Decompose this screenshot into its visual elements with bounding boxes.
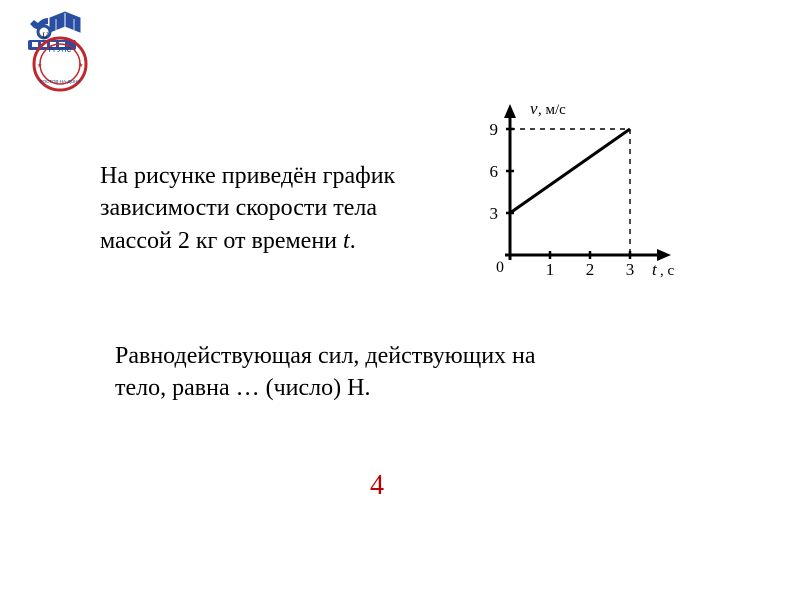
svg-text:9: 9 xyxy=(490,120,499,139)
problem-line3: массой 2 кг от времени xyxy=(100,228,337,254)
svg-text:t: t xyxy=(652,260,658,279)
svg-text:1: 1 xyxy=(546,260,555,279)
question-statement: Равнодействующая сил, действующих на тел… xyxy=(115,340,585,405)
svg-text:, с: , с xyxy=(660,263,675,279)
svg-text:★: ★ xyxy=(37,62,42,69)
svg-text:, м/с: , м/с xyxy=(538,102,566,118)
question-line2: тело, равна … (число) Н. xyxy=(115,375,370,401)
svg-text:РОСТОВ-НА-ДОНУ: РОСТОВ-НА-ДОНУ xyxy=(40,79,81,84)
question-line1: Равнодействующая сил, действующих на xyxy=(115,343,536,369)
svg-text:0: 0 xyxy=(496,259,504,276)
svg-text:3: 3 xyxy=(490,204,499,223)
university-logo: U РГУПС РОСТОВ-НА-ДОНУ ★ ★ xyxy=(20,10,110,95)
problem-line1: На рисунке приведён график xyxy=(100,163,395,189)
svg-text:v: v xyxy=(530,100,538,118)
problem-statement: На рисунке приведён график зависимости с… xyxy=(100,160,430,257)
svg-text:6: 6 xyxy=(490,162,499,181)
svg-text:3: 3 xyxy=(626,260,635,279)
velocity-time-graph: 3 6 9 1 2 3 0 v , м/с t , с xyxy=(470,100,680,290)
answer-value: 4 xyxy=(370,470,384,502)
problem-dot: . xyxy=(350,228,356,254)
problem-var-t: t xyxy=(343,228,350,254)
svg-text:РГУПС: РГУПС xyxy=(49,47,72,54)
svg-text:★: ★ xyxy=(78,62,83,69)
problem-line2: зависимости скорости тела xyxy=(100,195,377,221)
svg-text:2: 2 xyxy=(586,260,595,279)
